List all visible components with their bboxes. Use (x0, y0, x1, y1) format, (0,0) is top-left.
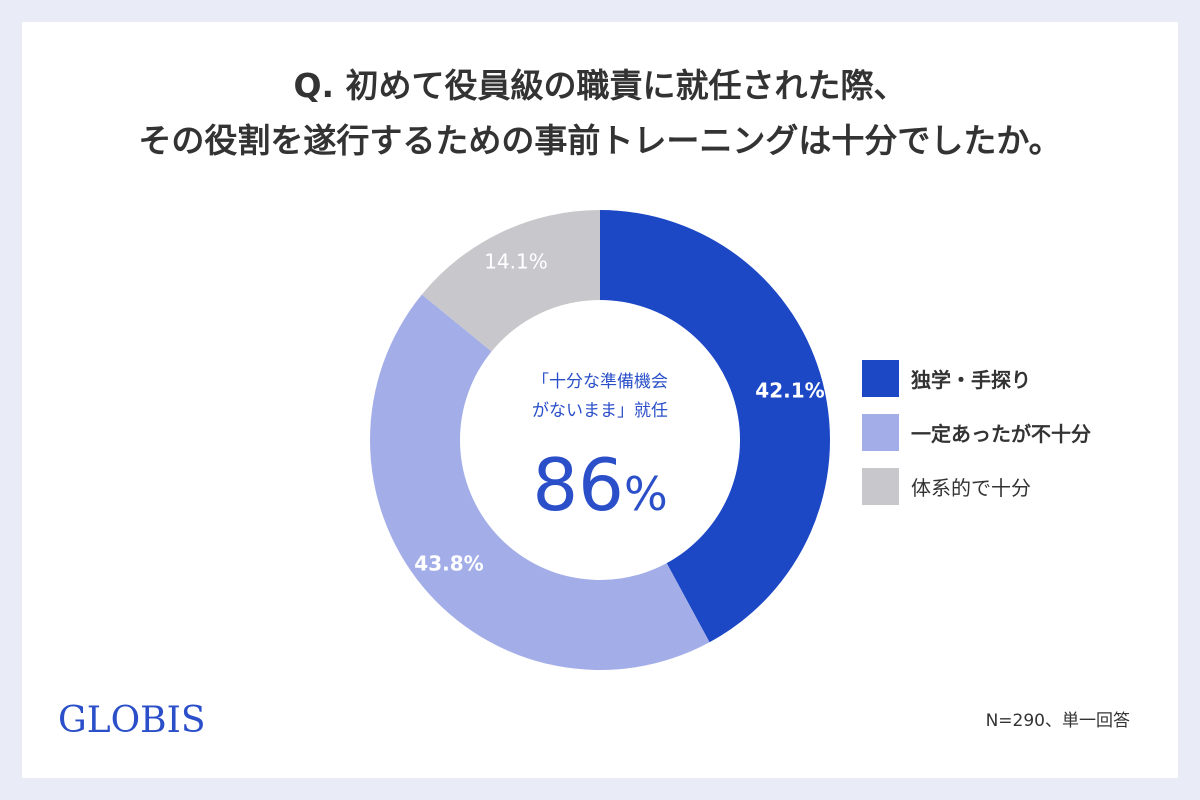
legend-swatch (862, 360, 899, 397)
legend-swatch (862, 414, 899, 451)
legend-item: 独学・手探り (862, 360, 1091, 397)
donut-chart: 42.1% 43.8% 14.1% (370, 210, 830, 670)
slice-label-2: 43.8% (414, 551, 483, 575)
footnote: N=290、単一回答 (985, 711, 1130, 731)
center-value-number: 86 (532, 443, 624, 527)
legend-label: 体系的で十分 (911, 476, 1031, 500)
donut-slice-3 (421, 210, 600, 352)
center-caption-line-1: 「十分な準備機会 (532, 372, 668, 392)
chart-title: Q. 初めて役員級の職責に就任された際、 その役割を遂行するための事前トレーニン… (0, 58, 1200, 168)
center-value: 86% (470, 440, 730, 539)
legend-label: 独学・手探り (911, 368, 1031, 392)
legend: 独学・手探り 一定あったが不十分 体系的で十分 (862, 360, 1091, 522)
donut-slice-1 (600, 210, 830, 643)
slice-label-3: 14.1% (484, 249, 548, 273)
globis-logo: GLOBIS (58, 700, 206, 741)
title-line-2: その役割を遂行するための事前トレーニングは十分でしたか。 (138, 121, 1062, 160)
legend-label: 一定あったが不十分 (911, 422, 1091, 446)
center-value-unit: % (623, 467, 668, 521)
slice-label-1: 42.1% (755, 378, 824, 402)
legend-swatch (862, 468, 899, 505)
center-caption: 「十分な準備機会 がないまま」就任 (470, 368, 730, 426)
legend-item: 一定あったが不十分 (862, 414, 1091, 451)
donut-slice-2 (370, 294, 710, 670)
legend-item: 体系的で十分 (862, 468, 1091, 505)
center-caption-line-2: がないまま」就任 (532, 401, 668, 421)
title-line-1: Q. 初めて役員級の職責に就任された際、 (293, 66, 907, 105)
